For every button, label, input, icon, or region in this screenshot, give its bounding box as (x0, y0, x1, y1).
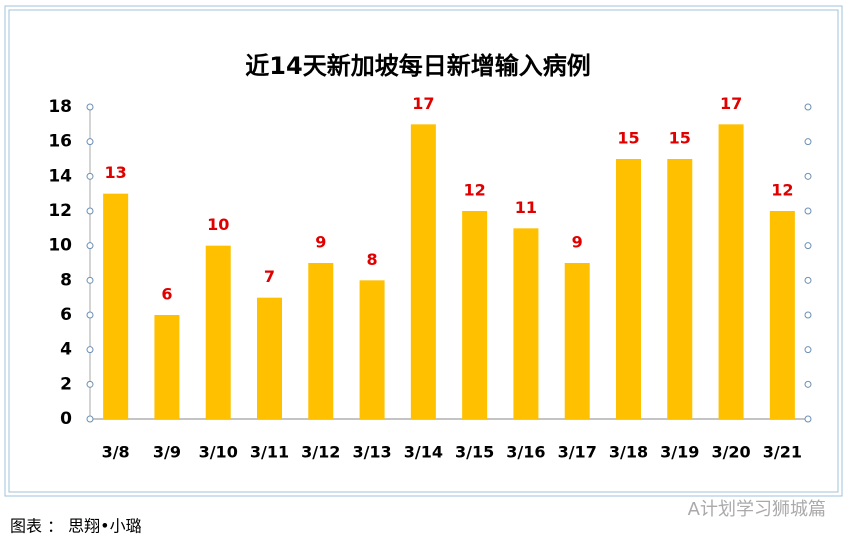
tick-handle (86, 138, 94, 146)
tick-handle (86, 207, 94, 215)
data-label: 7 (264, 267, 275, 286)
y-tick-label: 8 (60, 270, 72, 290)
y-tick-label: 16 (48, 132, 72, 152)
bar (410, 124, 436, 419)
tick-handle (86, 172, 94, 180)
tick-handle (86, 415, 94, 423)
y-tick-label: 6 (60, 305, 72, 325)
tick-handle (86, 242, 94, 250)
y-tick-label: 14 (48, 166, 72, 186)
bar (513, 228, 539, 419)
tick-handle (804, 207, 812, 215)
x-tick-label: 3/17 (558, 443, 597, 462)
tick-handle (804, 415, 812, 423)
y-tick-label: 12 (48, 201, 72, 221)
x-tick-label: 3/10 (199, 443, 238, 462)
bar (667, 159, 693, 419)
x-tick-label: 3/8 (102, 443, 130, 462)
tick-handle (86, 103, 94, 111)
bar (308, 263, 334, 419)
data-label: 12 (464, 181, 486, 200)
x-tick-label: 3/9 (153, 443, 181, 462)
x-tick-label: 3/16 (506, 443, 545, 462)
caption: 图表 ： 思翔•小璐 (10, 517, 142, 536)
tick-handle (804, 276, 812, 284)
x-tick-label: 3/12 (301, 443, 340, 462)
tick-handle (804, 138, 812, 146)
tick-handle (86, 346, 94, 354)
bar (257, 297, 282, 419)
x-tick-label: 3/13 (352, 443, 391, 462)
chart-title: 近14天新加坡每日新增输入病例 (245, 52, 590, 80)
x-tick-label: 3/18 (609, 443, 648, 462)
x-tick-label: 3/11 (250, 443, 289, 462)
tick-handle (804, 380, 812, 388)
tick-handle (804, 172, 812, 180)
data-label: 15 (617, 129, 639, 148)
data-label: 9 (572, 233, 583, 252)
bar (616, 159, 641, 419)
tick-handle (86, 380, 94, 388)
data-label: 12 (771, 181, 793, 200)
y-tick-label: 2 (60, 374, 72, 394)
bar (103, 193, 129, 419)
data-label: 17 (720, 94, 742, 113)
data-label: 8 (367, 250, 378, 269)
tick-handle (86, 276, 94, 284)
data-label: 13 (105, 163, 127, 182)
tick-handle (804, 346, 812, 354)
x-tick-label: 3/21 (763, 443, 802, 462)
tick-handle (804, 242, 812, 250)
bar (359, 280, 385, 419)
bar (718, 124, 744, 419)
x-tick-label: 3/15 (455, 443, 494, 462)
data-label: 15 (669, 129, 691, 148)
x-tick-label: 3/14 (404, 443, 443, 462)
y-tick-label: 18 (48, 97, 72, 117)
bar (564, 263, 590, 419)
bar (205, 245, 231, 419)
y-tick-label: 10 (48, 236, 72, 256)
tick-handle (86, 311, 94, 319)
y-tick-label: 0 (60, 409, 72, 429)
x-tick-label: 3/19 (660, 443, 699, 462)
bar (462, 211, 488, 419)
data-label: 10 (207, 215, 229, 234)
bar (769, 211, 795, 419)
frame-inner (8, 9, 839, 493)
bar (154, 315, 180, 419)
data-label: 6 (161, 285, 172, 304)
data-label: 17 (412, 94, 434, 113)
x-tick-label: 3/20 (711, 443, 750, 462)
tick-handle (804, 103, 812, 111)
data-label: 9 (315, 233, 326, 252)
data-label: 11 (515, 198, 537, 217)
watermark: A计划学习狮城篇 (688, 499, 826, 520)
frame-outer (4, 5, 843, 497)
y-tick-label: 4 (60, 340, 72, 360)
tick-handle (804, 311, 812, 319)
